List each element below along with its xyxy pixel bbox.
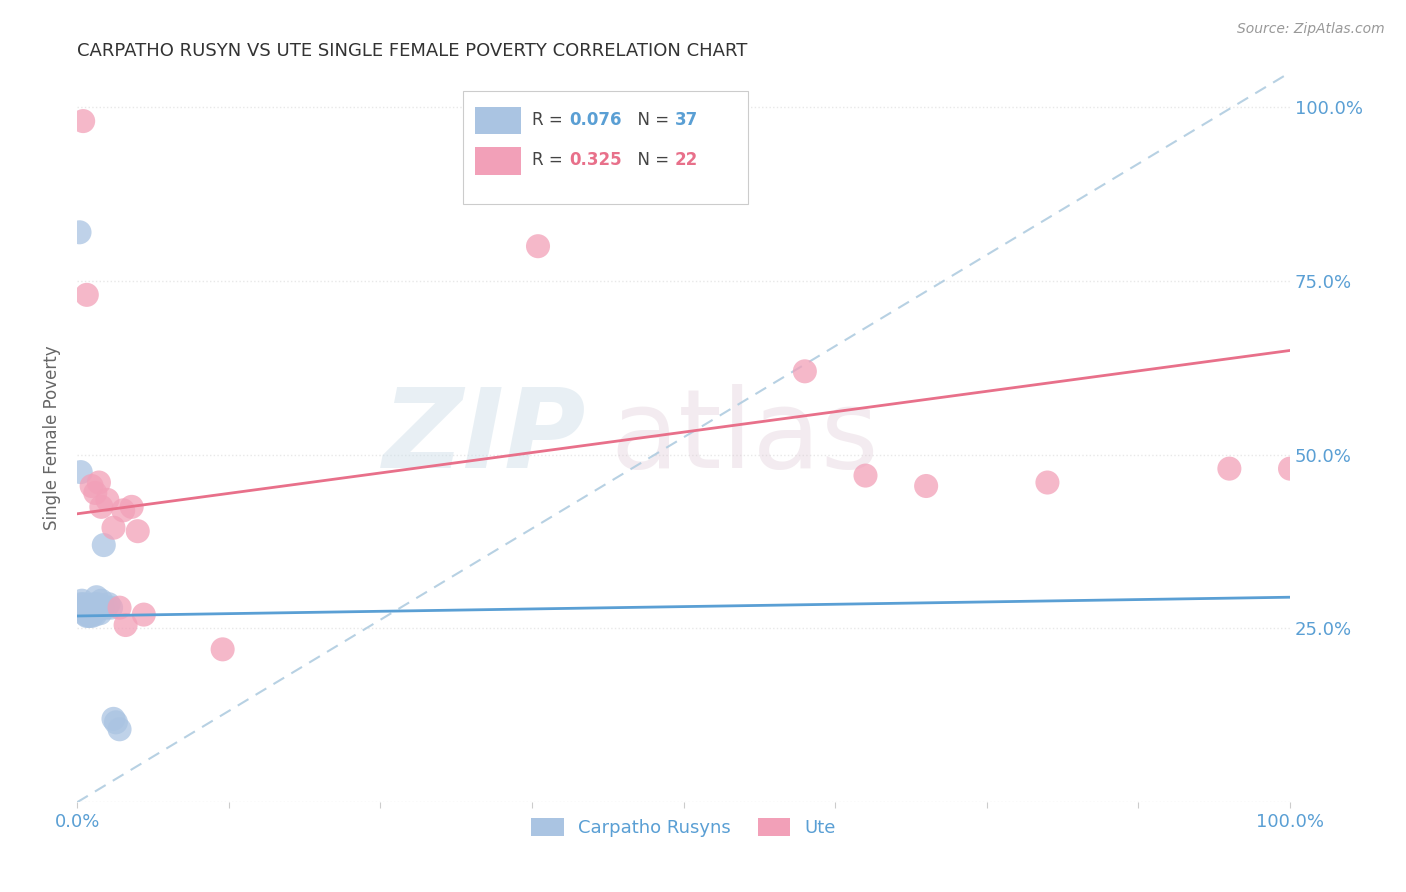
Point — [82, 606, 104, 620]
Point — [77, 599, 100, 614]
Point — [69, 225, 91, 239]
Point — [84, 607, 107, 622]
FancyBboxPatch shape — [463, 91, 748, 203]
Point — [103, 521, 125, 535]
Point — [1218, 461, 1240, 475]
Point — [83, 597, 105, 611]
Point — [211, 642, 233, 657]
Text: ZIP: ZIP — [382, 384, 586, 491]
Point — [793, 364, 815, 378]
Point — [79, 604, 101, 618]
Legend: Carpatho Rusyns, Ute: Carpatho Rusyns, Ute — [524, 811, 844, 845]
Point — [527, 239, 550, 253]
Point — [77, 609, 100, 624]
Point — [121, 500, 143, 514]
Text: R =: R = — [531, 151, 568, 169]
Point — [91, 600, 114, 615]
Point — [97, 597, 120, 611]
Point — [80, 479, 103, 493]
Point — [75, 600, 97, 615]
Point — [82, 600, 104, 615]
Point — [80, 609, 103, 624]
Point — [90, 500, 112, 514]
FancyBboxPatch shape — [475, 107, 522, 135]
Point — [108, 723, 131, 737]
Text: CARPATHO RUSYN VS UTE SINGLE FEMALE POVERTY CORRELATION CHART: CARPATHO RUSYN VS UTE SINGLE FEMALE POVE… — [77, 42, 748, 60]
Point — [75, 607, 97, 622]
Point — [90, 593, 112, 607]
Point — [108, 600, 131, 615]
Point — [104, 715, 127, 730]
Point — [100, 600, 122, 615]
Text: 37: 37 — [675, 111, 699, 128]
Point — [103, 712, 125, 726]
Point — [112, 503, 135, 517]
Text: 22: 22 — [675, 151, 699, 169]
FancyBboxPatch shape — [475, 147, 522, 175]
Point — [76, 609, 98, 624]
Text: R =: R = — [531, 111, 568, 128]
Text: N =: N = — [627, 111, 673, 128]
Point — [69, 465, 91, 479]
Text: atlas: atlas — [610, 384, 879, 491]
Point — [93, 538, 115, 552]
Point — [76, 288, 98, 302]
Point — [1279, 461, 1302, 475]
Text: N =: N = — [627, 151, 673, 169]
Point — [114, 618, 136, 632]
Point — [89, 606, 111, 620]
Y-axis label: Single Female Poverty: Single Female Poverty — [44, 345, 60, 530]
Point — [127, 524, 149, 538]
Point — [76, 604, 98, 618]
Point — [96, 600, 118, 615]
Point — [84, 602, 107, 616]
Point — [69, 597, 91, 611]
Point — [96, 492, 118, 507]
Point — [72, 600, 94, 615]
Point — [1036, 475, 1059, 490]
Point — [73, 604, 96, 618]
Point — [915, 479, 938, 493]
Point — [132, 607, 155, 622]
Point — [87, 602, 110, 616]
Point — [77, 606, 100, 620]
Point — [70, 593, 93, 607]
Point — [84, 486, 107, 500]
Point — [86, 597, 108, 611]
Point — [77, 602, 100, 616]
Point — [87, 475, 110, 490]
Point — [86, 591, 108, 605]
Text: Source: ZipAtlas.com: Source: ZipAtlas.com — [1237, 22, 1385, 37]
Text: 0.325: 0.325 — [569, 151, 623, 169]
Point — [855, 468, 877, 483]
Point — [72, 114, 94, 128]
Text: 0.076: 0.076 — [569, 111, 621, 128]
Point — [73, 597, 96, 611]
Point — [80, 602, 103, 616]
Point — [79, 607, 101, 622]
